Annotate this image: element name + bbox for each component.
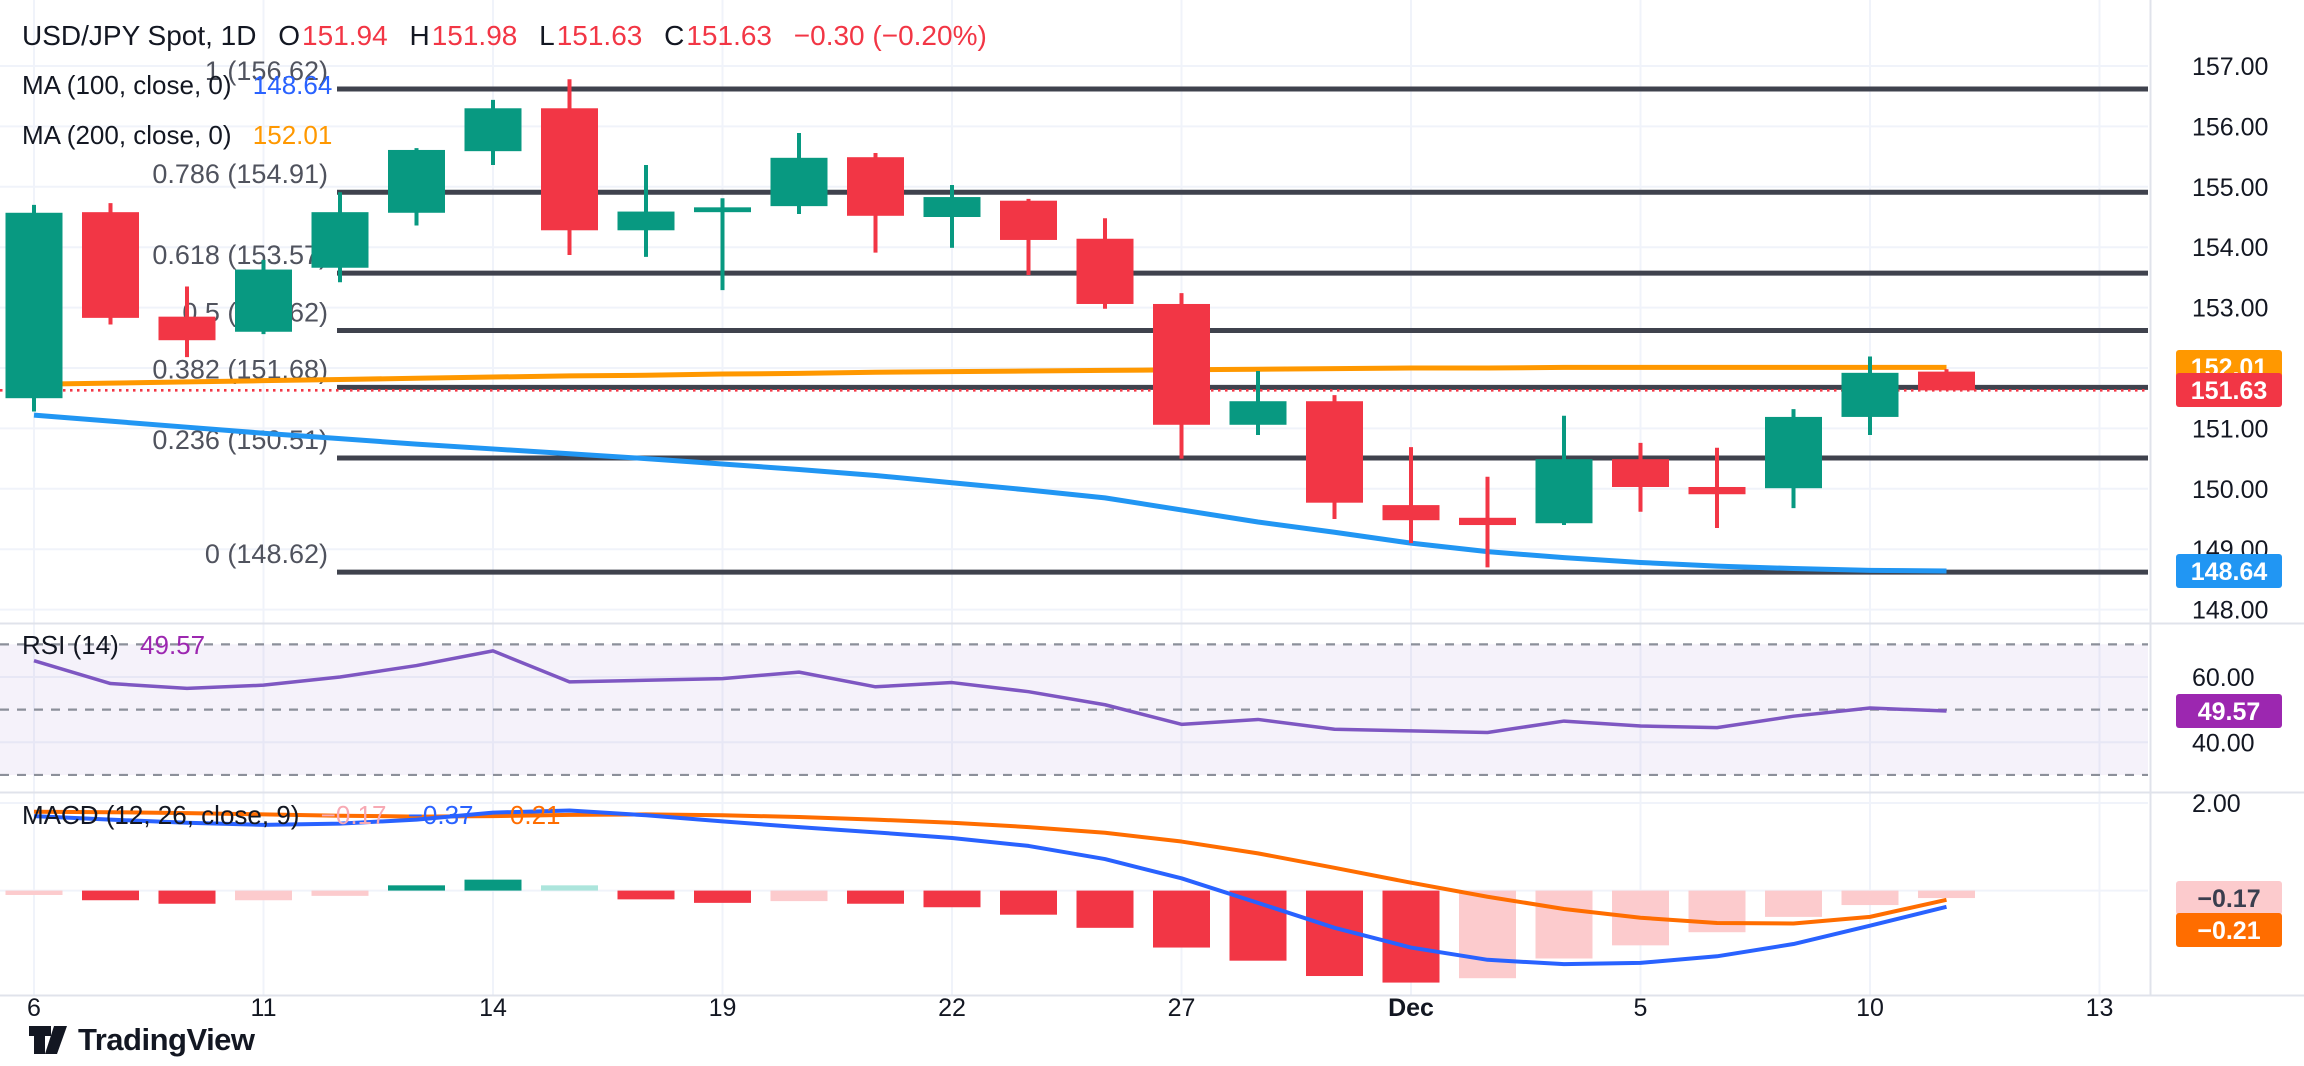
ma100-label: MA (100, close, 0) [22,70,232,100]
low-label: L [539,20,555,51]
svg-text:151.63: 151.63 [2191,377,2267,405]
svg-text:0 (148.62): 0 (148.62) [205,539,328,569]
svg-text:13: 13 [2086,994,2114,1022]
macd-legend[interactable]: MACD (12, 26, close, 9) −0.17 −0.37 −0.2… [22,800,575,831]
horizontal-gridlines [0,65,2148,892]
svg-text:156.00: 156.00 [2192,113,2268,141]
ma100-legend[interactable]: MA (100, close, 0) 148.64 [22,70,346,101]
change-value: −0.30 (−0.20%) [793,20,987,51]
svg-text:14: 14 [479,994,507,1022]
svg-text:−0.17: −0.17 [2197,885,2260,913]
tradingview-logo-icon [29,1026,67,1054]
svg-text:0.786 (154.91): 0.786 (154.91) [152,159,328,189]
tradingview-logo-text: TradingView [78,1022,255,1057]
close-label: C [664,20,685,51]
close-value: 151.63 [686,20,772,51]
svg-text:−0.21: −0.21 [2197,917,2260,945]
svg-text:49.57: 49.57 [2198,698,2261,726]
rsi-value: 49.57 [140,630,206,660]
svg-text:19: 19 [709,994,737,1022]
open-value: 151.94 [302,20,388,51]
macd-signal-value: −0.21 [494,800,561,830]
macd-line-value: −0.37 [407,800,474,830]
vertical-gridlines [33,0,2101,995]
rsi-band [0,643,2148,777]
ma200-value: 152.01 [252,120,333,150]
candles-layer [5,79,1975,568]
macd-histogram [5,879,1975,983]
svg-text:27: 27 [1168,994,1196,1022]
time-axis[interactable]: 6 11 14 19 22 27 Dec 5 10 13 [27,994,2113,1022]
svg-text:157.00: 157.00 [2192,53,2268,81]
svg-text:154.00: 154.00 [2192,234,2268,262]
ma200-line [33,364,1947,387]
svg-text:0.618 (153.57): 0.618 (153.57) [152,240,328,270]
svg-text:10: 10 [1856,994,1884,1022]
tradingview-logo[interactable]: TradingView [28,1022,255,1058]
rsi-line [33,649,1947,735]
symbol-title: USD/JPY Spot, 1D [22,20,257,51]
symbol-legend[interactable]: USD/JPY Spot, 1D O151.94 H151.98 L151.63… [22,20,1001,52]
ma200-legend[interactable]: MA (200, close, 0) 152.01 [22,120,346,151]
svg-text:6: 6 [27,994,41,1022]
rsi-label: RSI (14) [22,630,119,660]
macd-line [33,808,1947,967]
svg-text:151.00: 151.00 [2192,415,2268,443]
ma200-label: MA (200, close, 0) [22,120,232,150]
svg-text:155.00: 155.00 [2192,174,2268,202]
svg-text:1 (156.62): 1 (156.62) [205,56,328,86]
macd-signal-line [33,809,1947,926]
svg-text:40.00: 40.00 [2192,729,2255,757]
low-value: 151.63 [556,20,643,51]
rsi-legend[interactable]: RSI (14) 49.57 [22,630,219,661]
svg-text:153.00: 153.00 [2192,295,2268,323]
svg-text:5: 5 [1634,994,1648,1022]
ma100-line [33,412,1947,574]
panel-separators[interactable] [0,0,2304,997]
fib-retracement[interactable]: 1 (156.62)0.786 (154.91)0.618 (153.57)0.… [152,56,2148,575]
svg-text:11: 11 [251,994,277,1022]
high-value: 151.98 [431,20,518,51]
high-label: H [409,20,430,51]
svg-text:148.00: 148.00 [2192,597,2268,625]
price-axis[interactable]: 157.00156.00155.00154.00153.00152.00151.… [2176,53,2282,947]
svg-text:Dec: Dec [1388,994,1434,1022]
svg-text:60.00: 60.00 [2192,664,2255,692]
svg-text:150.00: 150.00 [2192,476,2268,504]
open-label: O [278,20,301,51]
macd-hist-value: −0.17 [320,800,387,830]
ma100-value: 148.64 [252,70,333,100]
svg-text:148.64: 148.64 [2191,558,2268,586]
macd-label: MACD (12, 26, close, 9) [22,800,300,830]
svg-text:22: 22 [938,994,966,1022]
svg-text:2.00: 2.00 [2192,790,2241,818]
